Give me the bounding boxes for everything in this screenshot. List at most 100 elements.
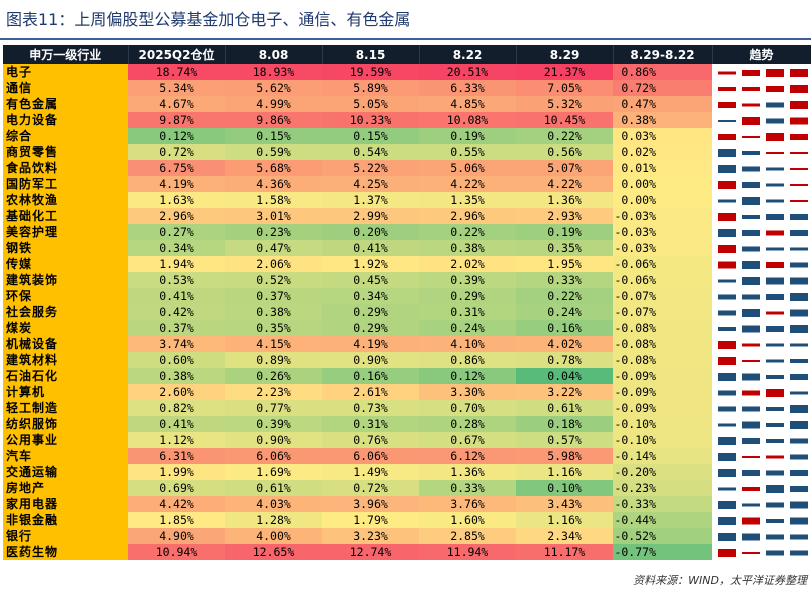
header-change: 8.29-8.22 bbox=[613, 45, 713, 64]
trend-bar bbox=[742, 294, 760, 300]
table-row: 综合 0.12% 0.15% 0.15% 0.19% 0.22% 0.03% bbox=[3, 128, 811, 144]
trend-bar bbox=[742, 166, 760, 172]
position-cell: 6.06% bbox=[225, 448, 322, 464]
position-cell: 4.36% bbox=[225, 176, 322, 192]
table-row: 医药生物 10.94% 12.65% 12.74% 11.94% 11.17% -0.77% bbox=[3, 544, 811, 560]
table-row: 电力设备 9.87% 9.86% 10.33% 10.08% 10.45% 0.38% bbox=[3, 112, 811, 128]
position-cell: 1.79% bbox=[322, 512, 419, 528]
position-cell: 0.42% bbox=[128, 304, 225, 320]
trend-sparkline bbox=[718, 485, 808, 493]
position-cell: 1.12% bbox=[128, 432, 225, 448]
trend-bar bbox=[718, 199, 736, 203]
industry-name: 机械设备 bbox=[3, 336, 128, 352]
table-row: 轻工制造 0.82% 0.77% 0.73% 0.70% 0.61% -0.09% bbox=[3, 400, 811, 416]
position-cell: 10.08% bbox=[419, 112, 516, 128]
position-cell: 0.41% bbox=[128, 416, 225, 432]
table-row: 通信 5.34% 5.62% 5.89% 6.33% 7.05% 0.72% bbox=[3, 80, 811, 96]
trend-bar bbox=[742, 197, 760, 205]
trend-bar bbox=[790, 421, 808, 429]
change-cell: -0.33% bbox=[613, 496, 712, 512]
trend-bar bbox=[742, 325, 760, 333]
trend-sparkline bbox=[718, 181, 808, 189]
position-cell: 0.45% bbox=[322, 272, 419, 288]
industry-name: 交通运输 bbox=[3, 464, 128, 480]
position-cell: 4.03% bbox=[225, 496, 322, 512]
position-cell: 4.42% bbox=[128, 496, 225, 512]
position-cell: 6.12% bbox=[419, 448, 516, 464]
position-cell: 4.25% bbox=[322, 176, 419, 192]
trend-bar bbox=[742, 421, 760, 429]
position-cell: 3.01% bbox=[225, 208, 322, 224]
trend-cell bbox=[712, 176, 811, 192]
position-cell: 0.89% bbox=[225, 352, 322, 368]
table-row: 汽车 6.31% 6.06% 6.06% 6.12% 5.98% -0.14% bbox=[3, 448, 811, 464]
position-cell: 0.22% bbox=[516, 288, 613, 304]
trend-bar bbox=[790, 101, 808, 109]
trend-bar bbox=[718, 423, 736, 427]
trend-bar bbox=[766, 230, 784, 236]
position-cell: 4.22% bbox=[419, 176, 516, 192]
trend-cell bbox=[712, 96, 811, 112]
industry-name: 非银金融 bbox=[3, 512, 128, 528]
trend-cell bbox=[712, 64, 811, 80]
position-cell: 0.29% bbox=[322, 320, 419, 336]
position-cell: 0.22% bbox=[419, 224, 516, 240]
change-cell: 0.02% bbox=[613, 144, 712, 160]
header-0808: 8.08 bbox=[225, 45, 323, 64]
trend-bar bbox=[790, 230, 808, 236]
header-trend: 趋势 bbox=[712, 45, 811, 64]
trend-bar bbox=[718, 517, 736, 525]
trend-bar bbox=[790, 85, 808, 93]
trend-bar bbox=[766, 389, 784, 397]
change-cell: 0.03% bbox=[613, 128, 712, 144]
trend-bar bbox=[766, 534, 784, 540]
change-cell: -0.08% bbox=[613, 352, 712, 368]
trend-bar bbox=[718, 134, 736, 140]
trend-sparkline bbox=[718, 325, 808, 333]
change-cell: -0.03% bbox=[613, 240, 712, 256]
position-cell: 4.10% bbox=[419, 336, 516, 352]
trend-bar bbox=[790, 247, 808, 251]
position-cell: 5.62% bbox=[225, 80, 322, 96]
trend-bar bbox=[742, 438, 760, 444]
position-cell: 6.33% bbox=[419, 80, 516, 96]
position-cell: 3.43% bbox=[516, 496, 613, 512]
position-cell: 2.61% bbox=[322, 384, 419, 400]
position-cell: 5.89% bbox=[322, 80, 419, 96]
position-cell: 4.67% bbox=[128, 96, 225, 112]
position-cell: 0.18% bbox=[516, 416, 613, 432]
trend-cell bbox=[712, 304, 811, 320]
trend-bar bbox=[790, 550, 808, 556]
trend-bar bbox=[718, 213, 736, 221]
trend-sparkline bbox=[718, 421, 808, 429]
trend-cell bbox=[712, 272, 811, 288]
trend-sparkline bbox=[718, 341, 808, 349]
industry-name: 有色金属 bbox=[3, 96, 128, 112]
change-cell: 0.86% bbox=[613, 64, 712, 80]
position-cell: 0.39% bbox=[419, 272, 516, 288]
position-cell: 2.60% bbox=[128, 384, 225, 400]
trend-bar bbox=[718, 533, 736, 541]
trend-sparkline bbox=[718, 405, 808, 413]
position-cell: 20.51% bbox=[419, 64, 516, 80]
trend-bar bbox=[790, 69, 808, 77]
trend-sparkline bbox=[718, 165, 808, 173]
trend-cell bbox=[712, 240, 811, 256]
industry-name: 医药生物 bbox=[3, 544, 128, 560]
position-cell: 0.38% bbox=[128, 368, 225, 384]
trend-cell bbox=[712, 400, 811, 416]
position-cell: 4.19% bbox=[322, 336, 419, 352]
trend-bar bbox=[790, 117, 808, 125]
change-cell: -0.08% bbox=[613, 336, 712, 352]
position-cell: 0.33% bbox=[419, 480, 516, 496]
position-cell: 3.76% bbox=[419, 496, 516, 512]
change-cell: 0.00% bbox=[613, 192, 712, 208]
position-cell: 0.82% bbox=[128, 400, 225, 416]
change-cell: -0.03% bbox=[613, 208, 712, 224]
industry-name: 通信 bbox=[3, 80, 128, 96]
trend-bar bbox=[766, 277, 784, 285]
position-cell: 21.37% bbox=[516, 64, 613, 80]
trend-sparkline bbox=[718, 117, 808, 125]
industry-name: 轻工制造 bbox=[3, 400, 128, 416]
position-cell: 1.69% bbox=[225, 464, 322, 480]
